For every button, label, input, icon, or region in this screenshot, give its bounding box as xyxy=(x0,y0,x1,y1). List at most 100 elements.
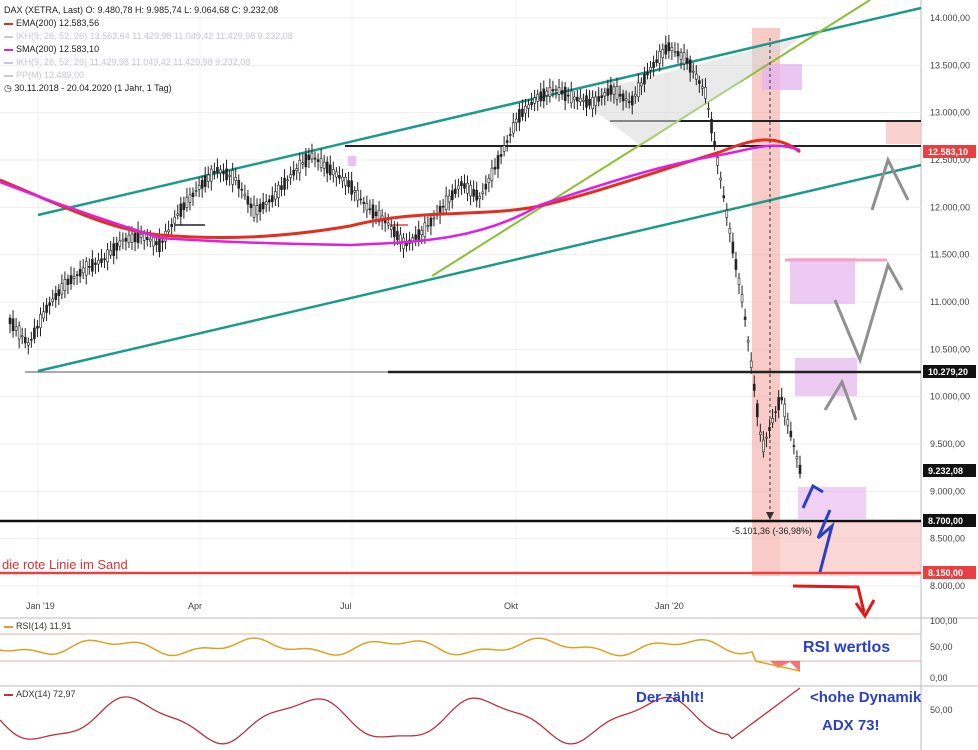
cloud-box-4 xyxy=(798,487,866,519)
candle-body xyxy=(219,169,222,174)
candle-body xyxy=(393,226,396,238)
candle-body xyxy=(359,198,363,201)
candle-body xyxy=(563,86,567,101)
candle-body xyxy=(200,179,204,189)
candle-body xyxy=(606,88,610,96)
candle-body xyxy=(197,184,201,190)
svg-text:12.583,10: 12.583,10 xyxy=(928,147,968,157)
candle-body xyxy=(786,418,790,426)
candle-body xyxy=(502,145,506,152)
adx-tick-50: 50,00 xyxy=(930,705,953,715)
price-tag-8150: 8.150,00 xyxy=(923,566,976,579)
candle-body xyxy=(94,262,97,265)
candle-body xyxy=(75,274,79,276)
candle-body xyxy=(167,229,170,233)
candle-body xyxy=(298,159,302,174)
candle-body xyxy=(307,154,311,160)
candle-body xyxy=(286,179,289,182)
candle-body xyxy=(33,327,36,340)
price-tag-9232: 9.232,08 xyxy=(923,464,976,477)
legend-ema: EMA(200) 12.583,56 xyxy=(4,17,293,30)
candle-body xyxy=(597,96,600,102)
candle-body xyxy=(155,241,158,246)
candle-body xyxy=(777,397,780,411)
candle-body xyxy=(460,181,463,187)
candle-body xyxy=(579,97,582,103)
candle-body xyxy=(658,51,661,64)
candle-body xyxy=(637,82,640,98)
candle-body xyxy=(389,226,393,230)
target-zone-red xyxy=(780,520,921,576)
candle-body xyxy=(765,436,768,439)
sma-200-line xyxy=(0,144,801,247)
candle-body xyxy=(319,158,323,168)
candle-body xyxy=(557,87,561,95)
candle-body xyxy=(316,159,320,162)
price-axis-labels: 14.000,00 13.500,00 13.000,00 12.500,00 12.0… xyxy=(930,13,970,591)
candle-body xyxy=(630,95,634,106)
candle-body xyxy=(115,242,119,251)
candle-body xyxy=(673,51,677,53)
candle-body xyxy=(755,403,759,418)
candle-body xyxy=(740,294,744,303)
candle-body xyxy=(396,231,399,241)
x-tick-label: Jan '20 xyxy=(655,601,684,611)
legend-ema-value: 12.583,56 xyxy=(59,18,100,28)
candle-body xyxy=(344,176,347,186)
candle-body xyxy=(789,430,793,438)
candle-body xyxy=(255,205,259,215)
candle-body xyxy=(161,240,164,243)
candle-body xyxy=(27,342,30,346)
svg-text:10.279,20: 10.279,20 xyxy=(928,367,968,377)
candle-body xyxy=(691,70,695,73)
candle-body xyxy=(560,90,564,95)
svg-text:8.700,00: 8.700,00 xyxy=(928,516,963,526)
legend-pp: PP(M) 12.489,00 xyxy=(4,69,293,82)
candle-body xyxy=(322,161,326,169)
candle-body xyxy=(417,229,421,241)
candle-body xyxy=(304,153,308,168)
candle-body xyxy=(679,52,683,60)
candle-body xyxy=(142,233,146,241)
candle-body xyxy=(429,217,433,227)
candle-body xyxy=(624,98,628,101)
crash-zone xyxy=(752,28,780,576)
candle-body xyxy=(350,180,353,195)
y-tick-label: 13.500,00 xyxy=(930,60,970,70)
candle-body xyxy=(524,105,527,114)
candle-body xyxy=(508,134,512,136)
candle-body xyxy=(130,233,134,243)
y-tick-label: 11.000,00 xyxy=(930,297,969,307)
legend-range: ◷ 30.11.2018 - 20.04.2020 (1 Jahr, 1 Tag… xyxy=(4,83,172,93)
candle-body xyxy=(243,193,247,197)
legend-ikh-2: IKH(9, 26, 52, 26) 11.429,98 11.049,42 1… xyxy=(4,56,293,69)
candle-body xyxy=(457,185,460,190)
candle-body xyxy=(216,167,219,173)
legend-ema-label: EMA(200) xyxy=(16,18,57,28)
y-tick-label: 12.500,00 xyxy=(930,155,970,165)
candle-body xyxy=(292,169,295,176)
candle-body xyxy=(133,232,137,243)
candle-body xyxy=(45,304,48,313)
candle-body xyxy=(600,95,604,98)
candle-body xyxy=(121,239,125,242)
candle-body xyxy=(640,82,643,87)
candle-body xyxy=(527,104,530,109)
candle-body xyxy=(20,335,24,338)
candle-body xyxy=(420,230,424,236)
candle-body xyxy=(374,211,378,217)
candle-body xyxy=(548,87,552,97)
candle-body xyxy=(23,337,27,344)
candle-body xyxy=(267,199,271,203)
candle-body xyxy=(377,210,381,223)
candle-body xyxy=(713,141,716,147)
red-down-arrow xyxy=(792,584,866,613)
candle-body xyxy=(743,316,747,320)
candle-body xyxy=(752,383,756,391)
candle-body xyxy=(313,157,317,160)
rsi-line xyxy=(0,637,801,672)
candle-body xyxy=(426,225,430,227)
rsi-tick-0: 0,00 xyxy=(930,673,948,683)
red-down-arrow-head xyxy=(854,599,876,619)
